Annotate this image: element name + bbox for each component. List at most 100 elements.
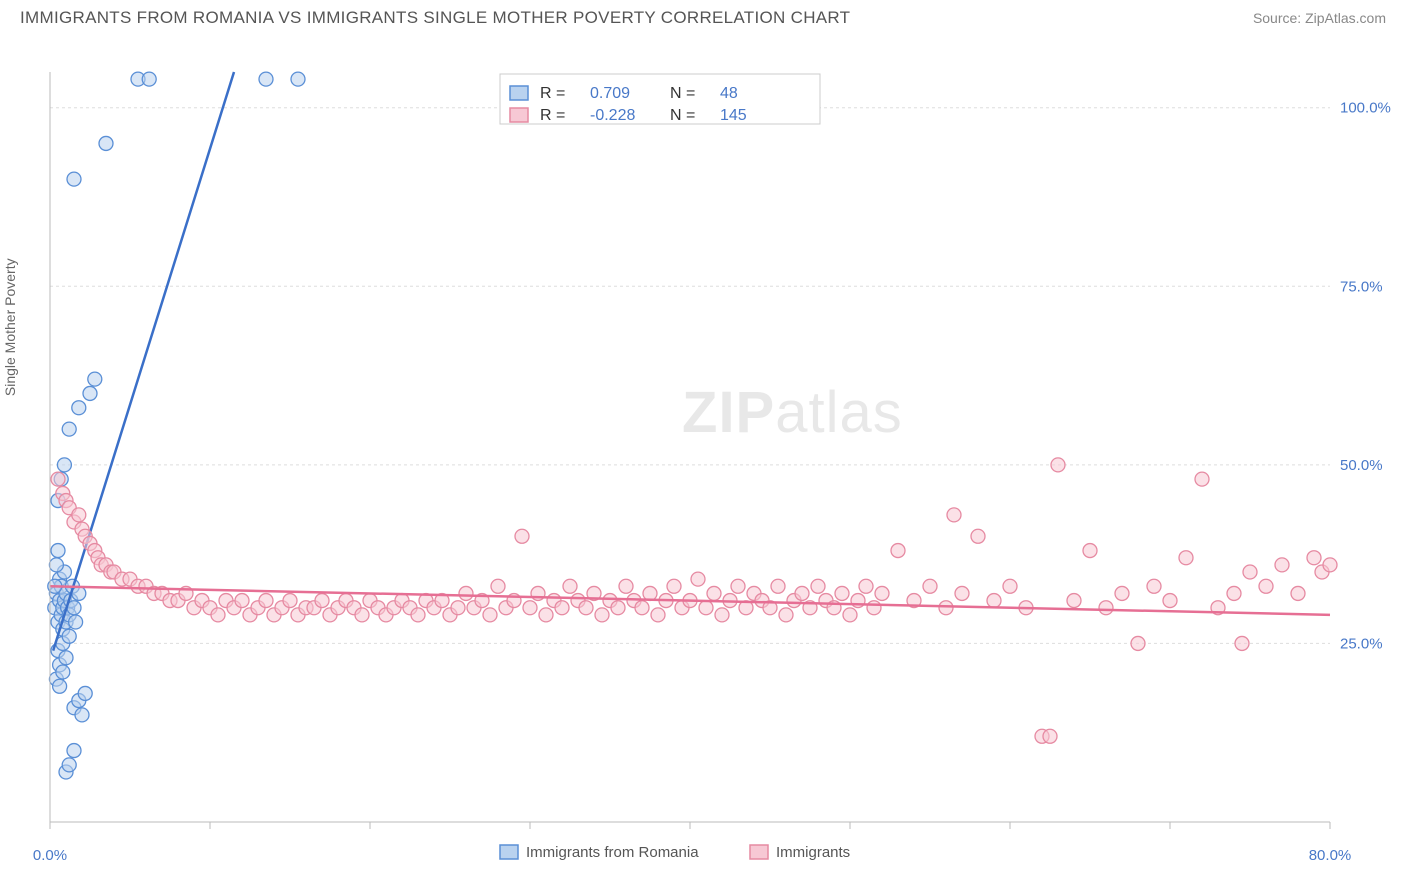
- scatter-point: [947, 508, 961, 522]
- scatter-point: [595, 608, 609, 622]
- scatter-point: [1235, 636, 1249, 650]
- legend-n-label: N =: [670, 107, 695, 124]
- scatter-point: [72, 586, 86, 600]
- scatter-point: [619, 579, 633, 593]
- scatter-point: [62, 629, 76, 643]
- scatter-point: [67, 172, 81, 186]
- scatter-point: [811, 579, 825, 593]
- scatter-point: [483, 608, 497, 622]
- scatter-point: [211, 608, 225, 622]
- watermark: ZIPatlas: [682, 380, 903, 445]
- scatter-point: [1099, 601, 1113, 615]
- y-axis-label: Single Mother Poverty: [2, 258, 18, 396]
- scatter-point: [1043, 729, 1057, 743]
- legend-swatch: [510, 86, 528, 100]
- scatter-point: [1259, 579, 1273, 593]
- scatter-point: [859, 579, 873, 593]
- scatter-point: [315, 594, 329, 608]
- scatter-point: [667, 579, 681, 593]
- scatter-point: [635, 601, 649, 615]
- scatter-point: [1179, 551, 1193, 565]
- scatter-point: [867, 601, 881, 615]
- scatter-point: [259, 72, 273, 86]
- chart-source: Source: ZipAtlas.com: [1253, 10, 1386, 26]
- scatter-point: [1067, 594, 1081, 608]
- legend-r-value: -0.228: [590, 107, 635, 124]
- scatter-point: [142, 72, 156, 86]
- legend-label: Immigrants from Romania: [526, 844, 699, 861]
- scatter-point: [49, 558, 63, 572]
- scatter-point: [67, 744, 81, 758]
- scatter-point: [563, 579, 577, 593]
- scatter-point: [1147, 579, 1161, 593]
- legend-n-value: 145: [720, 107, 747, 124]
- scatter-point: [59, 651, 73, 665]
- scatter-point: [78, 686, 92, 700]
- scatter-point: [779, 608, 793, 622]
- scatter-point: [1051, 458, 1065, 472]
- trend-line: [53, 72, 234, 651]
- scatter-point: [923, 579, 937, 593]
- scatter-point: [491, 579, 505, 593]
- scatter-point: [1115, 586, 1129, 600]
- scatter-point: [539, 608, 553, 622]
- scatter-point: [1195, 472, 1209, 486]
- scatter-point: [691, 572, 705, 586]
- legend-r-label: R =: [540, 107, 565, 124]
- scatter-point: [1243, 565, 1257, 579]
- legend-swatch: [500, 845, 518, 859]
- scatter-point: [72, 401, 86, 415]
- scatter-point: [57, 458, 71, 472]
- scatter-point: [843, 608, 857, 622]
- scatter-point: [1083, 544, 1097, 558]
- legend-n-label: N =: [670, 85, 695, 102]
- chart-title: IMMIGRANTS FROM ROMANIA VS IMMIGRANTS SI…: [20, 8, 850, 28]
- legend-label: Immigrants: [776, 844, 850, 861]
- y-tick-label: 75.0%: [1340, 278, 1383, 295]
- scatter-point: [555, 601, 569, 615]
- scatter-point: [451, 601, 465, 615]
- scatter-point: [795, 586, 809, 600]
- scatter-point: [579, 601, 593, 615]
- legend-swatch: [750, 845, 768, 859]
- scatter-point: [62, 422, 76, 436]
- scatter-point: [987, 594, 1001, 608]
- scatter-point: [56, 665, 70, 679]
- y-tick-label: 50.0%: [1340, 457, 1383, 474]
- y-tick-label: 100.0%: [1340, 100, 1391, 117]
- scatter-point: [283, 594, 297, 608]
- scatter-point: [75, 708, 89, 722]
- scatter-chart: 25.0% 50.0% 75.0% 100.0% ZIPatlas 0.0% 80.0% R …: [0, 32, 1406, 882]
- scatter-point: [699, 601, 713, 615]
- scatter-point: [99, 136, 113, 150]
- scatter-point: [731, 579, 745, 593]
- scatter-point: [53, 679, 67, 693]
- scatter-point: [1003, 579, 1017, 593]
- scatter-point: [891, 544, 905, 558]
- scatter-point: [69, 615, 83, 629]
- x-tick-label: 0.0%: [33, 847, 67, 864]
- scatter-point: [51, 544, 65, 558]
- scatter-point: [235, 594, 249, 608]
- scatter-point: [835, 586, 849, 600]
- chart-header: IMMIGRANTS FROM ROMANIA VS IMMIGRANTS SI…: [0, 0, 1406, 32]
- scatter-point: [771, 579, 785, 593]
- scatter-point: [515, 529, 529, 543]
- scatter-point: [259, 594, 273, 608]
- scatter-point: [1227, 586, 1241, 600]
- legend-r-label: R =: [540, 85, 565, 102]
- scatter-point: [611, 601, 625, 615]
- x-tick-label: 80.0%: [1309, 847, 1352, 864]
- scatter-point: [1307, 551, 1321, 565]
- scatter-point: [523, 601, 537, 615]
- scatter-point: [411, 608, 425, 622]
- scatter-point: [1275, 558, 1289, 572]
- scatter-point: [1131, 636, 1145, 650]
- scatter-point: [51, 472, 65, 486]
- scatter-point: [1291, 586, 1305, 600]
- scatter-point: [459, 586, 473, 600]
- scatter-point: [707, 586, 721, 600]
- y-tick-label: 25.0%: [1340, 635, 1383, 652]
- scatter-point: [971, 529, 985, 543]
- legend-swatch: [510, 108, 528, 122]
